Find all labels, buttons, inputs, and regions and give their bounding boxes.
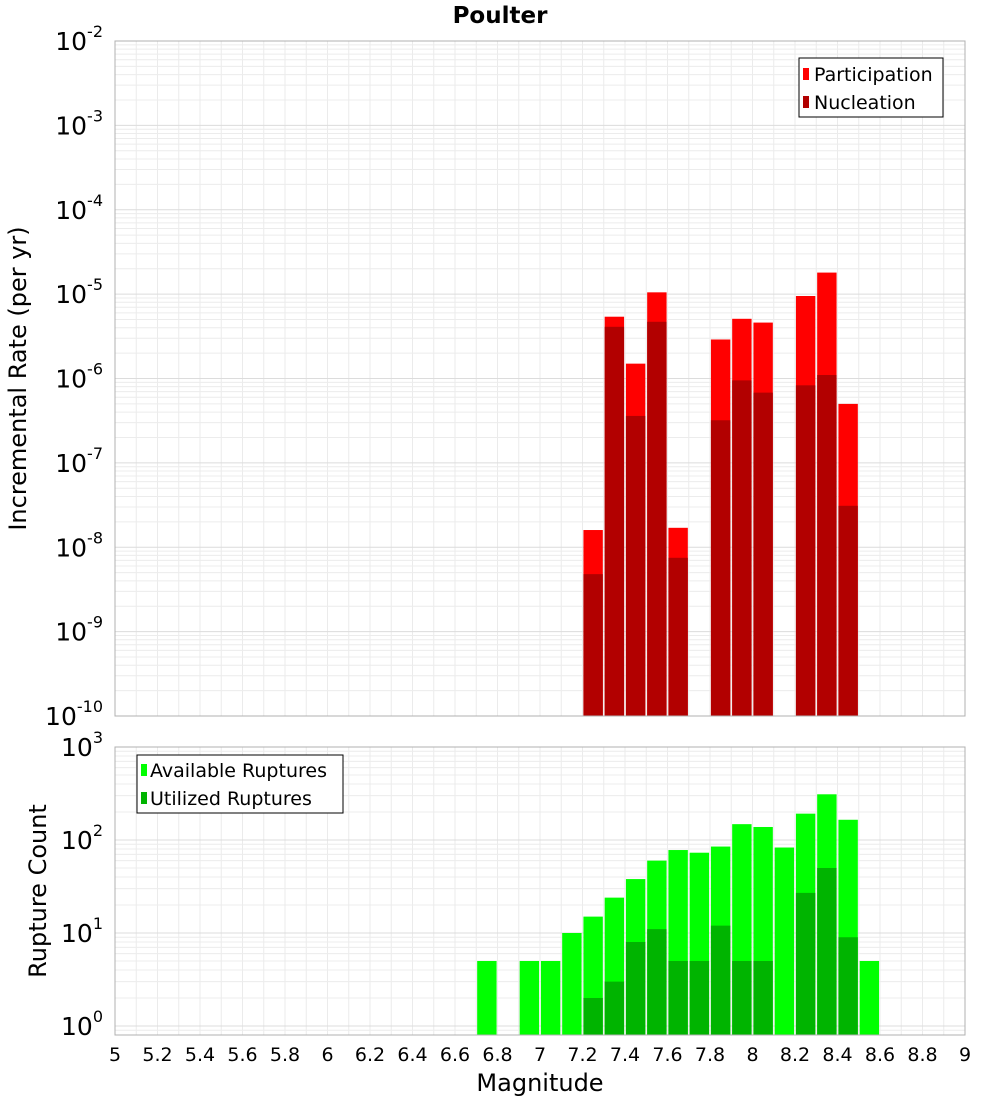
legend: Available Ruptures Utilized Ruptures	[137, 755, 343, 813]
bar-utilized-ruptures	[626, 942, 645, 1035]
bar-utilized-ruptures	[647, 929, 666, 1035]
legend-swatch	[803, 96, 809, 108]
y-tick-label: 100	[61, 1007, 103, 1041]
x-tick-label: 5	[109, 1044, 121, 1066]
x-tick-label: 8.6	[865, 1044, 895, 1066]
y-tick-label: 10-5	[55, 275, 103, 309]
plot-panel-0: 10-10 10-9 10-8 10-7 10-6 10-5 10-4 10-3 10-2 Inc…	[4, 22, 965, 731]
bar-nucleation	[605, 327, 624, 716]
bar-utilized-ruptures	[817, 868, 836, 1035]
x-tick-label: 6	[321, 1044, 333, 1066]
y-tick-label: 10-6	[55, 360, 103, 394]
y-tick-label: 10-8	[55, 528, 103, 562]
bar-utilized-ruptures	[753, 961, 772, 1035]
x-tick-label: 5.6	[227, 1044, 257, 1066]
x-tick-label: 7.4	[610, 1044, 640, 1066]
bar-nucleation	[583, 574, 602, 716]
y-tick-label: 102	[61, 821, 103, 855]
x-tick-label: 7.8	[695, 1044, 725, 1066]
bar-nucleation	[817, 375, 836, 716]
plot-panel-1: 100 101 102 103 Rupture Count Available Ruptu…	[24, 728, 965, 1041]
legend-swatch	[141, 764, 147, 776]
x-tick-label: 5.2	[142, 1044, 172, 1066]
chart-title: Poulter	[453, 3, 549, 29]
x-tick-label: 7.2	[567, 1044, 597, 1066]
bar-utilized-ruptures	[732, 961, 751, 1035]
bar-utilized-ruptures	[796, 893, 815, 1035]
y-tick-label: 10-9	[55, 613, 103, 647]
legend-label: Nucleation	[814, 92, 916, 114]
x-tick-label: 6.2	[355, 1044, 385, 1066]
bar-available-ruptures	[860, 961, 879, 1035]
bar-available-ruptures	[520, 961, 539, 1035]
y-tick-label: 10-4	[55, 191, 103, 225]
x-tick-label: 6.8	[482, 1044, 512, 1066]
x-axis-label: Magnitude	[476, 1069, 603, 1097]
bar-utilized-ruptures	[711, 926, 730, 1035]
x-tick-label: 8.4	[822, 1044, 852, 1066]
y-tick-label: 103	[61, 728, 103, 762]
bar-utilized-ruptures	[583, 998, 602, 1035]
y-tick-label: 10-2	[55, 22, 103, 56]
legend-label: Available Ruptures	[150, 760, 327, 782]
bar-available-ruptures	[541, 961, 560, 1035]
bar-nucleation	[647, 322, 666, 716]
x-tick-label: 8	[746, 1044, 758, 1066]
y-tick-label: 10-7	[55, 444, 103, 478]
x-tick-label: 6.4	[397, 1044, 427, 1066]
bar-utilized-ruptures	[838, 937, 857, 1035]
x-tick-label: 9	[959, 1044, 971, 1066]
y-axis-label: Rupture Count	[24, 804, 52, 978]
bar-nucleation	[753, 393, 772, 716]
bar-nucleation	[732, 380, 751, 716]
bar-utilized-ruptures	[605, 982, 624, 1035]
legend-swatch	[141, 792, 147, 804]
bar-available-ruptures	[775, 848, 794, 1035]
bar-nucleation	[668, 558, 687, 716]
y-tick-label: 101	[61, 914, 103, 948]
legend: Participation Nucleation	[799, 58, 943, 117]
y-tick-label: 10-10	[45, 697, 103, 731]
x-tick-label: 7	[534, 1044, 546, 1066]
x-tick-label: 6.6	[440, 1044, 470, 1066]
x-tick-label: 8.2	[780, 1044, 810, 1066]
bar-utilized-ruptures	[668, 961, 687, 1035]
x-tick-label: 5.8	[270, 1044, 300, 1066]
bar-utilized-ruptures	[690, 961, 709, 1035]
x-tick-label: 7.6	[652, 1044, 682, 1066]
bar-nucleation	[626, 416, 645, 716]
x-tick-label: 5.4	[185, 1044, 215, 1066]
y-tick-label: 10-3	[55, 106, 103, 140]
bar-nucleation	[796, 385, 815, 716]
y-axis-label: Incremental Rate (per yr)	[4, 226, 32, 530]
bar-available-ruptures	[562, 933, 581, 1035]
legend-label: Utilized Ruptures	[150, 788, 312, 810]
bar-nucleation	[711, 420, 730, 716]
bar-nucleation	[838, 506, 857, 716]
legend-label: Participation	[814, 64, 933, 86]
x-tick-label: 8.8	[907, 1044, 937, 1066]
legend-swatch	[803, 68, 809, 80]
bar-available-ruptures	[477, 961, 496, 1035]
